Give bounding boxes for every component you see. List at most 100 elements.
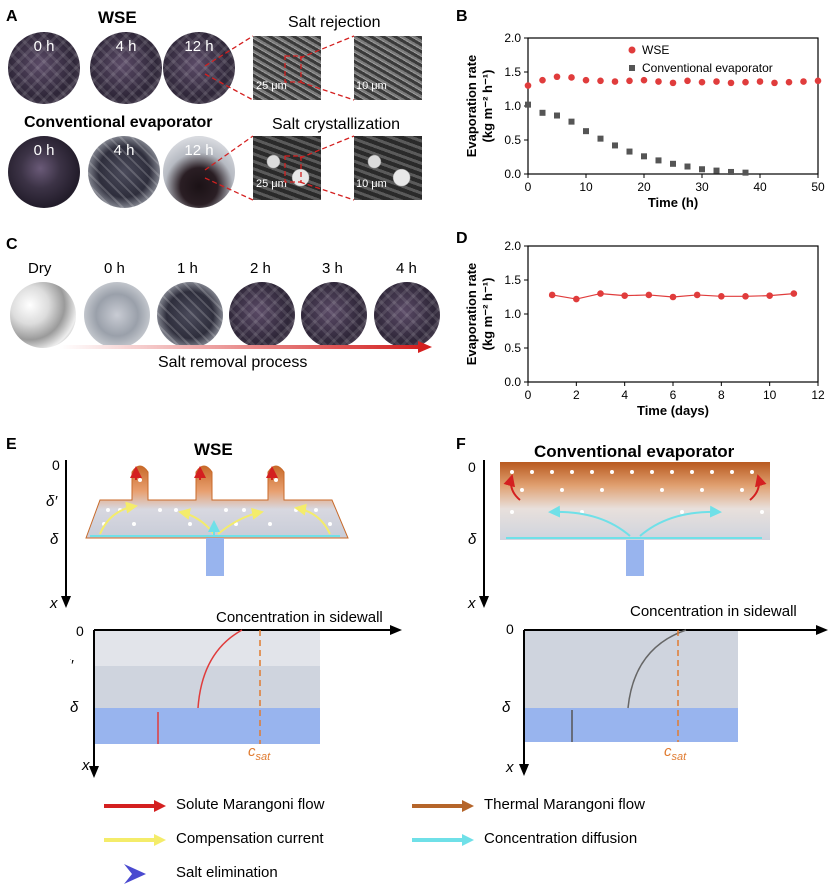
photo-c-4h xyxy=(374,282,440,348)
data-point xyxy=(568,118,575,125)
y-tick-label: 0.0 xyxy=(504,167,521,181)
data-point xyxy=(771,79,778,87)
panel-label-c: C xyxy=(6,236,18,253)
data-point xyxy=(626,77,633,85)
data-point xyxy=(698,78,706,86)
photo-wse-4h-label: 4 h xyxy=(115,38,137,55)
e-conc-zero: 0 xyxy=(76,623,84,639)
photo-wse-4h xyxy=(90,32,162,104)
legend-diffusion: Concentration diffusion xyxy=(484,830,638,847)
data-point xyxy=(568,74,575,81)
data-point xyxy=(645,291,653,299)
y-axis-label: Evaporation rate xyxy=(464,55,479,158)
y-tick-label: 0.5 xyxy=(504,133,521,147)
legend-marker xyxy=(629,65,635,71)
y-tick-label: 1.5 xyxy=(504,273,521,287)
data-point xyxy=(640,76,648,84)
x-tick-label: 8 xyxy=(718,388,725,402)
f-title: Conventional evaporator xyxy=(534,442,735,461)
x-tick-label: 30 xyxy=(695,180,709,194)
legend-label: Conventional evaporator xyxy=(642,61,773,75)
data-point xyxy=(554,112,560,119)
conv-title: Conventional evaporator xyxy=(24,114,213,131)
sem-wse-high xyxy=(354,36,422,100)
panel-label-b: B xyxy=(456,8,468,25)
data-point xyxy=(684,77,691,85)
data-point xyxy=(742,169,749,176)
data-point xyxy=(539,109,546,116)
photo-wse-12h xyxy=(163,32,235,104)
data-point xyxy=(785,78,793,86)
data-point xyxy=(655,157,662,164)
photo-wse-0h-label: 0 h xyxy=(33,38,55,55)
f-concentration: Concentration in sidewall 0 δ x csat xyxy=(502,603,828,776)
data-point xyxy=(728,168,734,175)
panel-label-f: F xyxy=(456,436,466,453)
legend-label: WSE xyxy=(642,43,669,57)
y-axis-unit: (kg m⁻² h⁻¹) xyxy=(480,70,495,143)
c-label-2h: 2 h xyxy=(250,260,271,277)
data-point xyxy=(727,79,735,87)
photo-conv-4h-label: 4 h xyxy=(113,142,135,159)
f-delta: δ xyxy=(468,531,477,548)
photo-conv-12h xyxy=(163,136,235,208)
e-axis-zero: 0 xyxy=(52,457,60,473)
data-point xyxy=(573,295,580,303)
c-label-1h: 1 h xyxy=(177,260,198,277)
x-tick-label: 12 xyxy=(811,388,825,402)
x-tick-label: 50 xyxy=(811,180,825,194)
data-point xyxy=(524,82,532,89)
data-point xyxy=(612,142,618,149)
e-x: x xyxy=(49,595,58,612)
data-point xyxy=(641,153,647,160)
wse-title: WSE xyxy=(98,8,137,27)
f-axis-zero: 0 xyxy=(468,459,476,475)
f-schematic: 0 δ x xyxy=(467,459,770,612)
legend-solute: Solute Marangoni flow xyxy=(176,796,325,813)
data-point xyxy=(713,167,720,174)
data-point xyxy=(553,73,561,81)
y-tick-label: 2.0 xyxy=(504,31,521,45)
data-point xyxy=(597,290,604,297)
x-tick-label: 4 xyxy=(621,388,628,402)
sem-wse-low-scale: 25 μm xyxy=(256,80,287,92)
legend-compensation: Compensation current xyxy=(176,830,324,847)
chart-b: 0 10 20 30 40 50 0.0 0.5 1.0 1.5 2.0 Time (h) Evapor… xyxy=(464,31,825,210)
photo-conv-4h xyxy=(88,136,160,208)
e-schematic: 0 δ′ δ x xyxy=(46,457,349,612)
panel-label-e: E xyxy=(6,436,17,453)
legend-elimination: Salt elimination xyxy=(176,864,278,881)
data-point xyxy=(655,78,662,85)
e-concentration: Concentration in sidewall 0 δ′ δ x csat xyxy=(70,609,402,778)
data-point xyxy=(548,291,556,299)
data-point xyxy=(582,76,590,84)
y-axis-unit: (kg m⁻² h⁻¹) xyxy=(480,278,495,351)
f-conc-delta: δ xyxy=(502,699,511,716)
x-tick-label: 10 xyxy=(579,180,593,194)
data-point xyxy=(669,79,677,87)
x-tick-label: 20 xyxy=(637,180,651,194)
salt-crystallization-label: Salt crystallization xyxy=(272,116,401,133)
chart-d: 0 2 4 6 8 10 12 0.0 0.5 1.0 1.5 2.0 Time (days) Evapo… xyxy=(464,239,825,418)
c-label-dry: Dry xyxy=(28,260,52,277)
photo-c-3h xyxy=(301,282,367,348)
data-point xyxy=(713,78,720,85)
salt-removal-arrow xyxy=(60,341,432,353)
x-tick-label: 0 xyxy=(525,388,532,402)
salt-rejection-label: Salt rejection xyxy=(288,14,381,31)
f-x: x xyxy=(467,595,476,612)
f-conc-zero: 0 xyxy=(506,621,514,637)
panel-label-d: D xyxy=(456,230,468,247)
legend-elimination-icon xyxy=(124,864,146,884)
sem-zoom-lines xyxy=(204,35,355,201)
sem-conv-low-scale: 25 μm xyxy=(256,178,287,190)
f-conc-title: Concentration in sidewall xyxy=(630,603,797,620)
sem-wse-high-scale: 10 μm xyxy=(356,80,387,92)
x-tick-label: 0 xyxy=(525,180,532,194)
data-point xyxy=(597,77,604,85)
data-point xyxy=(539,76,546,84)
e-title: WSE xyxy=(194,440,233,459)
y-tick-label: 1.5 xyxy=(504,65,521,79)
y-tick-label: 1.0 xyxy=(504,99,521,113)
data-point xyxy=(525,101,531,108)
